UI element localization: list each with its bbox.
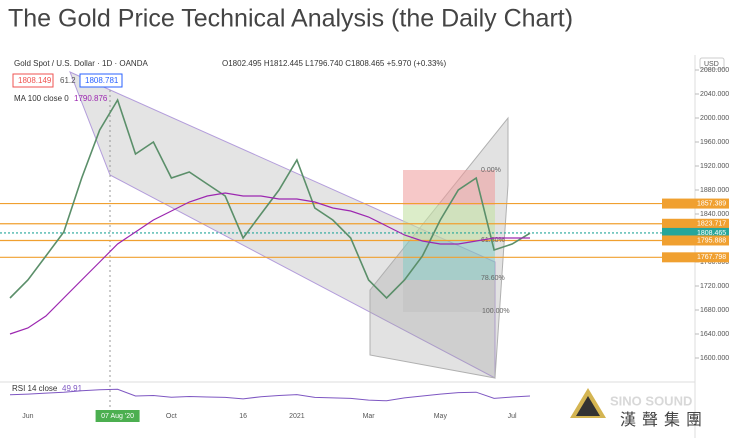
rsi-value: 49.91: [62, 384, 83, 393]
x-tick-label: Jul: [508, 413, 517, 420]
series-line: [9, 98, 531, 300]
x-tick-label: Mar: [363, 413, 376, 420]
x-label-highlight: [95, 410, 140, 422]
level-label-box: [662, 227, 729, 238]
y-tick-label: 1880.000: [700, 187, 729, 194]
x-tick-label: Jun: [22, 413, 33, 420]
watermark: 漢聲集團: [620, 411, 708, 429]
fib-label: 61.80%: [481, 237, 505, 244]
x-tick-label: 16: [239, 413, 247, 420]
y-tick-label: 1600.000: [700, 355, 729, 362]
x-tick-label: May: [434, 413, 448, 420]
y-tick-label: 1920.000: [700, 163, 729, 170]
fib-label: 0.00%: [481, 167, 501, 174]
ohlc: O1802.495 H1812.445 L1796.740 C1808.465 …: [222, 59, 447, 68]
chart-panel: [0, 50, 729, 438]
level-label-box: [662, 198, 729, 209]
level-label: 1808.465: [697, 230, 726, 237]
fib-zone: [403, 240, 495, 280]
y-tick-label: 1760.000: [700, 259, 729, 266]
y-tick-label: 2000.000: [700, 115, 729, 122]
y-tick-label: 1640.000: [700, 331, 729, 338]
fib-zone: [403, 170, 495, 205]
fib-zone: [403, 205, 495, 240]
rsi-line: [9, 388, 531, 402]
spread: 61.2: [60, 76, 76, 85]
y-tick-label: 2080.000: [700, 67, 729, 74]
y-tick-label: 1840.000: [700, 211, 729, 218]
symbol-header: Gold Spot / U.S. Dollar · 1D · OANDA: [14, 59, 148, 68]
currency: USD: [704, 61, 719, 68]
x-tick-label: Oct: [166, 413, 177, 420]
y-tick-label: 1960.000: [700, 139, 729, 146]
series-line: [9, 192, 530, 335]
y-tick-label: 2040.000: [700, 91, 729, 98]
rsi-label: RSI 14 close: [12, 384, 58, 393]
y-tick-label: 1720.000: [700, 283, 729, 290]
level-label: 1767.798: [697, 254, 726, 261]
y-tick-label: 1680.000: [700, 307, 729, 314]
level-label: 1795.888: [697, 237, 726, 244]
ma-value: 1790.876: [74, 94, 108, 103]
page-title: The Gold Price Technical Analysis (the D…: [8, 5, 573, 33]
level-label: 1823.717: [697, 221, 726, 228]
quote-box: [79, 73, 123, 88]
ma-label: MA 100 close 0: [14, 94, 69, 103]
level-label-box: [662, 252, 729, 263]
level-label-box: [662, 235, 729, 246]
level-label: 1857.389: [697, 200, 726, 207]
x-tick-label: 2021: [289, 413, 305, 420]
currency-box[interactable]: [699, 57, 725, 70]
x-tick-label: 07 Aug '20: [101, 413, 134, 420]
bid: 1808.149: [18, 76, 52, 85]
ask: 1808.781: [85, 76, 119, 85]
fib-zone: [403, 280, 495, 312]
fib-label: 78.60%: [481, 275, 505, 282]
logo: [576, 396, 600, 416]
level-label-box: [662, 218, 729, 229]
quote-box: [12, 73, 54, 88]
fib-label: 100.00%: [482, 308, 510, 315]
watermark: SINO SOUND: [610, 393, 692, 408]
